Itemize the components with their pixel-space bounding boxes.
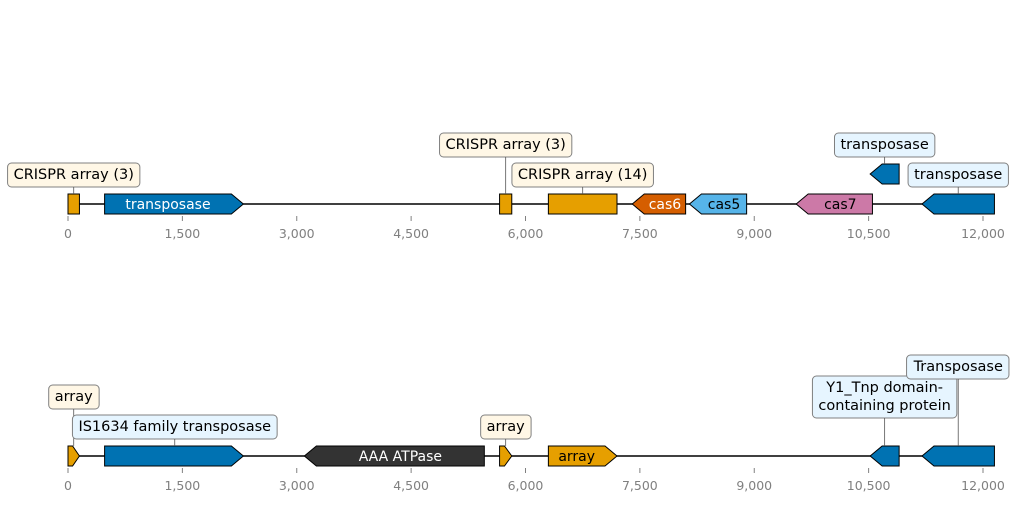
crispr-array-3-shape (547, 193, 618, 215)
cas5-gene-shape (688, 193, 748, 215)
array-3-shape (547, 445, 618, 467)
annotation-text: array (55, 389, 93, 405)
cas5-gene-label: cas5 (708, 197, 740, 213)
cas7-gene-label: cas7 (824, 197, 856, 213)
tick-label: 9,000 (736, 226, 772, 241)
annotation-crispr-array-3: CRISPR array (3) (7, 162, 141, 194)
y1-tnp-gene-shape (869, 445, 900, 467)
annotation-is1634-family-transposase: IS1634 family transposase (71, 414, 278, 446)
annotation-text: CRISPR array (14) (518, 167, 648, 183)
tick-label: 7,500 (622, 478, 658, 493)
tick-label: 9,000 (736, 478, 772, 493)
crispr-array-2 (499, 193, 513, 215)
annotation-text: transposase (914, 167, 1002, 183)
annotation-y1-tnp-domain-containing-protein: Y1_Tnp domain-containing protein (811, 375, 958, 446)
cas6-gene-label: cas6 (649, 197, 682, 213)
annotation-text: Transposase (913, 359, 1003, 375)
track-bottom: 0 1,500 3,000 4,500 6,000 7,500 9,000 10,500 12,… (48, 354, 1010, 493)
array-2 (499, 445, 513, 467)
annotation-transposase: transposase (833, 132, 936, 164)
array-3-label: array (558, 449, 595, 465)
tick-label: 7,500 (622, 226, 658, 241)
crispr-array-1-shape (67, 193, 80, 215)
array-2-shape (499, 445, 513, 467)
transposase-gene-shape (921, 445, 995, 467)
transposase-gene-1-label: transposase (125, 197, 210, 213)
annotation-transposase: Transposase (906, 354, 1010, 446)
transposase-gene-2 (869, 163, 900, 185)
crispr-array-3 (547, 193, 618, 215)
annotation-text: Y1_Tnp domain-containing protein (818, 380, 950, 414)
crispr-array-1 (67, 193, 80, 215)
tick-label: 4,500 (393, 478, 429, 493)
cas7-gene-shape (795, 193, 873, 215)
tick-label: 0 (64, 226, 72, 241)
cas5-gene: cas5 (688, 193, 748, 215)
transposase-gene-2-shape (869, 163, 900, 185)
aaa-atpase-gene-shape (303, 445, 485, 467)
annotation-transposase: transposase (907, 162, 1009, 194)
tick-label: 6,000 (508, 478, 544, 493)
tick-label: 0 (64, 478, 72, 493)
tick-label: 4,500 (393, 226, 429, 241)
is1634-transposase-gene-shape (104, 445, 245, 467)
tick-label: 6,000 (508, 226, 544, 241)
tick-label: 10,500 (847, 478, 891, 493)
aaa-atpase-gene: AAA ATPase (303, 445, 485, 467)
annotation-crispr-array-14: CRISPR array (14) (511, 162, 654, 194)
tick-label: 1,500 (164, 226, 200, 241)
transposase-gene-3 (921, 193, 995, 215)
array-1 (67, 445, 81, 467)
tick-label: 3,000 (279, 478, 315, 493)
is1634-transposase-gene (104, 445, 245, 467)
transposase-gene-3-shape (921, 193, 995, 215)
axis-ticks: 0 1,500 3,000 4,500 6,000 7,500 9,000 10,500 12,… (64, 468, 1005, 493)
tick-label: 12,000 (961, 226, 1005, 241)
annotation-box (906, 354, 1010, 380)
cas7-gene: cas7 (795, 193, 873, 215)
annotation-text: CRISPR array (3) (446, 137, 566, 153)
annotation-crispr-array-3: CRISPR array (3) (439, 132, 573, 194)
annotation-text: array (487, 419, 525, 435)
annotation-array: array (48, 384, 100, 446)
tick-label: 12,000 (961, 478, 1005, 493)
annotation-text: transposase (840, 137, 928, 153)
cas6-gene: cas6 (631, 193, 687, 215)
transposase-gene-1-shape (104, 193, 245, 215)
y1-tnp-gene (869, 445, 900, 467)
transposase-gene-1: transposase (104, 193, 245, 215)
axis-ticks: 0 1,500 3,000 4,500 6,000 7,500 9,000 10,500 12,… (64, 216, 1005, 241)
annotation-text: CRISPR array (3) (14, 167, 134, 183)
tick-label: 3,000 (279, 226, 315, 241)
array-3: array (547, 445, 618, 467)
aaa-atpase-gene-label: AAA ATPase (359, 449, 442, 465)
tick-label: 10,500 (847, 226, 891, 241)
array-1-shape (67, 445, 81, 467)
crispr-array-2-shape (499, 193, 513, 215)
cas6-gene-shape (631, 193, 687, 215)
annotation-text: IS1634 family transposase (78, 419, 271, 435)
tick-label: 1,500 (164, 478, 200, 493)
annotation-array: array (480, 414, 532, 446)
track-top: 0 1,500 3,000 4,500 6,000 7,500 9,000 10,500 12,… (7, 132, 1009, 241)
transposase-gene (921, 445, 995, 467)
